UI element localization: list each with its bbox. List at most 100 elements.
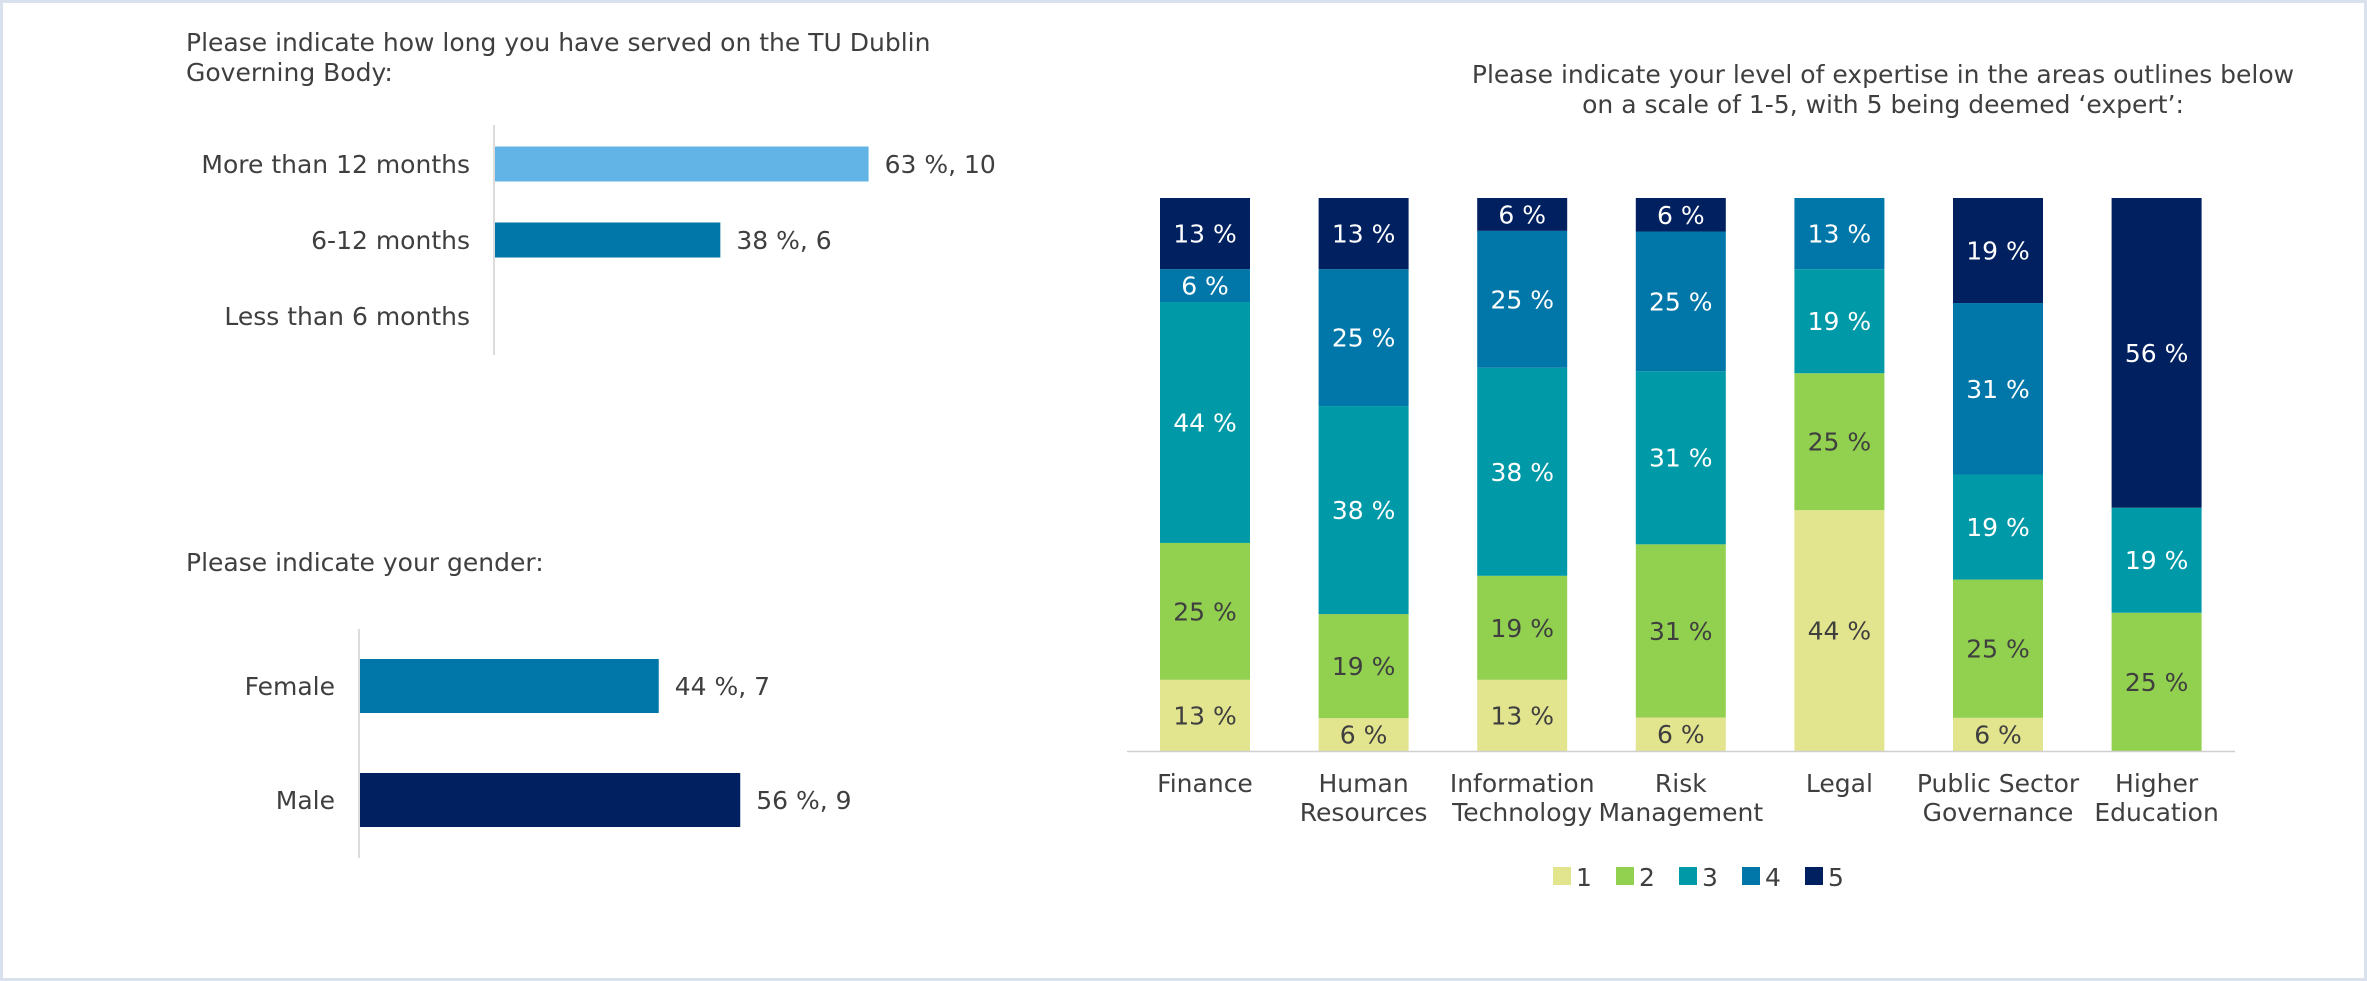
category-label-more-than-12-months: More than 12 months: [201, 150, 470, 179]
segment-information-technology-level-1: [1477, 679, 1568, 751]
category-label-higher: Higher: [2115, 769, 2199, 798]
data-label-6-12-months: 38 %, 6: [736, 226, 831, 255]
expertise-title-line: on a scale of 1-5, with 5 being deemed ‘…: [1582, 90, 2184, 119]
segment-label-risk-management-level-5: 6 %: [1657, 201, 1705, 230]
segment-label-legal-level-1: 44 %: [1808, 617, 1872, 646]
segment-legal-level-1: [1794, 510, 1885, 751]
segment-label-legal-level-3: 19 %: [1808, 307, 1872, 336]
legend-swatch-level-4: [1742, 867, 1760, 885]
legend-label-level-5: 5: [1828, 863, 1844, 892]
segment-label-legal-level-2: 25 %: [1808, 428, 1872, 457]
segment-label-information-technology-level-4: 25 %: [1490, 285, 1554, 314]
segment-public-sector-governance-level-1: [1953, 717, 2043, 751]
segment-label-information-technology-level-5: 6 %: [1498, 200, 1546, 229]
segment-label-risk-management-level-1: 6 %: [1657, 720, 1705, 749]
segment-legal-level-2: [1794, 373, 1885, 511]
segment-label-human-resources-level-1: 6 %: [1340, 721, 1388, 750]
segment-label-finance-level-5: 13 %: [1173, 220, 1237, 249]
segment-risk-management-level-5: [1635, 198, 1726, 232]
expertise-title-line: Please indicate your level of expertise …: [1471, 60, 2295, 89]
segment-label-finance-level-3: 44 %: [1173, 408, 1237, 437]
segment-human-resources-level-5: [1318, 198, 1409, 270]
segment-human-resources-level-4: [1318, 269, 1409, 407]
segment-finance-level-4: [1160, 269, 1250, 303]
segment-label-risk-management-level-2: 31 %: [1649, 617, 1713, 646]
legend-swatch-level-1: [1553, 867, 1571, 885]
segment-finance-level-1: [1160, 679, 1250, 751]
segment-information-technology-level-4: [1477, 230, 1568, 368]
segment-label-information-technology-level-2: 19 %: [1490, 614, 1554, 643]
segment-risk-management-level-2: [1635, 544, 1726, 718]
charts-canvas: More than 12 months 63 %, 10 6-12 months 38…: [201, 125, 2235, 892]
segment-information-technology-level-2: [1477, 575, 1568, 680]
segment-label-human-resources-level-4: 25 %: [1332, 324, 1396, 353]
bar-male: [360, 773, 741, 827]
segment-higher-education-level-3: [2111, 507, 2202, 613]
segment-information-technology-level-3: [1477, 367, 1568, 576]
segment-label-public-sector-governance-level-2: 25 %: [1966, 635, 2030, 664]
segment-label-information-technology-level-1: 13 %: [1490, 701, 1554, 730]
category-label-management: Management: [1598, 798, 1763, 827]
category-label-governance: Governance: [1923, 798, 2074, 827]
expertise-stacked-bar-chart: 13 % 25 % 44 % 6 % 13 % Finance 6 % 19 % 38 % 25 …: [1127, 198, 2235, 892]
segment-label-risk-management-level-3: 31 %: [1649, 444, 1713, 473]
gender-bar-chart: Female 44 %, 7 Male 56 %, 9: [245, 629, 852, 858]
category-label-less-than-6-months: Less than 6 months: [224, 302, 470, 331]
data-label-male: 56 %, 9: [756, 786, 851, 815]
segment-risk-management-level-4: [1635, 231, 1726, 372]
segment-human-resources-level-1: [1318, 718, 1409, 751]
segment-public-sector-governance-level-2: [1953, 579, 2043, 718]
legend-label-level-4: 4: [1765, 863, 1781, 892]
legend-label-level-1: 1: [1576, 863, 1592, 892]
category-label-male: Male: [276, 786, 335, 815]
bar-6-12-months: [495, 222, 721, 258]
segment-higher-education-level-2: [2111, 612, 2202, 751]
segment-legal-level-4: [1794, 198, 1885, 270]
bar-more-than-12-months: [495, 146, 869, 182]
bar-female: [360, 659, 659, 713]
segment-public-sector-governance-level-4: [1953, 303, 2043, 475]
segment-label-finance-level-2: 25 %: [1173, 597, 1237, 626]
segment-label-public-sector-governance-level-5: 19 %: [1966, 237, 2030, 266]
segment-label-legal-level-4: 13 %: [1808, 220, 1872, 249]
legend-label-level-2: 2: [1639, 863, 1655, 892]
segment-label-human-resources-level-3: 38 %: [1332, 496, 1396, 525]
data-label-more-than-12-months: 63 %, 10: [885, 150, 996, 179]
category-label-risk: Risk: [1655, 769, 1707, 798]
segment-human-resources-level-2: [1318, 614, 1409, 719]
category-label-6-12-months: 6-12 months: [311, 226, 470, 255]
segment-label-public-sector-governance-level-1: 6 %: [1974, 720, 2022, 749]
legend-label-level-3: 3: [1702, 863, 1718, 892]
category-label-information: Information: [1450, 769, 1595, 798]
segment-label-higher-education-level-2: 25 %: [2125, 668, 2189, 697]
segment-label-public-sector-governance-level-4: 31 %: [1966, 375, 2030, 404]
segment-public-sector-governance-level-5: [1953, 198, 2043, 304]
segment-label-human-resources-level-2: 19 %: [1332, 652, 1396, 681]
gender-chart-title: Please indicate your gender:: [186, 548, 544, 577]
tenure-bar-chart: More than 12 months 63 %, 10 6-12 months 38…: [201, 125, 996, 355]
category-label-female: Female: [245, 672, 335, 701]
data-label-female: 44 %, 7: [675, 672, 770, 701]
segment-label-finance-level-1: 13 %: [1173, 701, 1237, 730]
segment-information-technology-level-5: [1477, 198, 1568, 231]
category-label-finance: Finance: [1157, 769, 1253, 798]
category-label-education: Education: [2094, 798, 2218, 827]
category-label-technology: Technology: [1451, 798, 1592, 827]
segment-public-sector-governance-level-3: [1953, 474, 2043, 580]
segment-label-higher-education-level-3: 19 %: [2125, 546, 2189, 575]
legend-swatch-level-5: [1805, 867, 1823, 885]
category-label-public-sector: Public Sector: [1917, 769, 2080, 798]
category-label-human: Human: [1319, 769, 1409, 798]
segment-label-human-resources-level-5: 13 %: [1332, 220, 1396, 249]
segment-finance-level-5: [1160, 198, 1250, 270]
segment-label-risk-management-level-4: 25 %: [1649, 287, 1713, 316]
segment-finance-level-2: [1160, 542, 1250, 680]
legend-swatch-level-3: [1679, 867, 1697, 885]
segment-human-resources-level-3: [1318, 406, 1409, 615]
segment-risk-management-level-3: [1635, 371, 1726, 545]
tenure-chart-title: Please indicate how long you have served…: [186, 28, 931, 87]
legend-swatch-level-2: [1616, 867, 1634, 885]
expertise-chart-title: Please indicate your level of expertise …: [1183, 60, 2367, 120]
segment-finance-level-3: [1160, 302, 1250, 543]
